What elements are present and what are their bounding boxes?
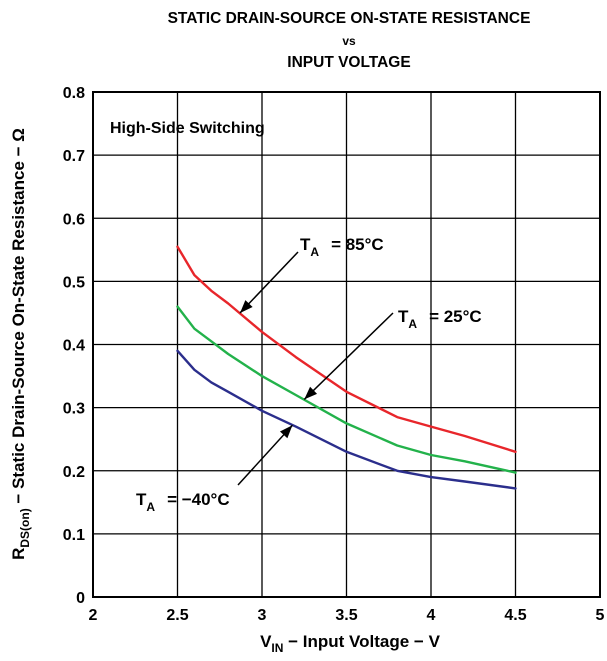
x-axis-title-symbol: V — [260, 632, 272, 651]
series-layer — [176, 245, 517, 490]
series-label-25c-value: = 25°C — [429, 307, 482, 326]
y-tick-label: 0.3 — [63, 401, 85, 418]
chart-title-line-2: vs — [342, 34, 356, 48]
y-tick-label: 0.6 — [63, 211, 85, 228]
y-axis-title-symbol: R — [9, 548, 28, 560]
x-tick-label: 2 — [89, 607, 98, 624]
y-axis-title-sub: DS(on) — [18, 508, 32, 547]
series-labels: TA = 85°C TA = 25°C TA = −40°C — [136, 235, 482, 514]
y-axis-title: RDS(on) − Static Drain-Source On-State R… — [9, 128, 32, 560]
series-label-25c-sub: A — [408, 317, 417, 331]
x-tick-label: 3.5 — [335, 607, 357, 624]
series-label-minus40c-value: = −40°C — [167, 490, 230, 509]
x-tick-label: 4.5 — [504, 607, 526, 624]
chart-title: STATIC DRAIN-SOURCE ON-STATE RESISTANCE … — [168, 10, 531, 71]
y-tick-label: 0.8 — [63, 85, 85, 102]
series-label-25c: TA = 25°C — [398, 307, 482, 331]
y-tick-label: 0.1 — [63, 527, 85, 544]
x-tick-label: 2.5 — [166, 607, 188, 624]
series-line-25c — [176, 305, 517, 474]
series-label-85c-prefix: T — [300, 235, 311, 254]
chart-title-line-3: INPUT VOLTAGE — [287, 54, 410, 71]
y-tick-label: 0.5 — [63, 274, 85, 291]
grid — [93, 92, 600, 597]
series-label-minus40c-prefix: T — [136, 490, 147, 509]
arrow-minus40c — [237, 424, 293, 486]
series-label-85c: TA = 85°C — [300, 235, 384, 259]
arrow-85c — [239, 251, 299, 314]
arrow-25c — [303, 312, 394, 400]
x-axis-title-text: − Input Voltage − V — [283, 632, 440, 651]
y-axis-title-text: − Static Drain-Source On-State Resistanc… — [9, 128, 28, 508]
series-label-minus40c-sub: A — [146, 500, 155, 514]
series-line-minus40c — [176, 349, 517, 490]
y-tick-label: 0 — [76, 590, 85, 607]
chart-title-line-1: STATIC DRAIN-SOURCE ON-STATE RESISTANCE — [168, 10, 531, 27]
series-label-85c-value: = 85°C — [331, 235, 384, 254]
x-axis-title-sub: IN — [271, 641, 283, 655]
x-tick-label: 3 — [258, 607, 267, 624]
annotation-high-side-switching: High-Side Switching — [110, 120, 265, 137]
y-tick-label: 0.7 — [63, 148, 85, 165]
x-tick-label: 4 — [427, 607, 436, 624]
tick-labels: 2 2.5 3 3.5 4 4.5 5 0 0.1 0.2 0.3 0.4 0.5 0.6 0.7 0.8 — [63, 85, 605, 624]
x-tick-label: 5 — [596, 607, 605, 624]
series-line-85c — [176, 245, 517, 453]
x-axis-title: VIN − Input Voltage − V — [260, 632, 440, 655]
series-label-minus40c: TA = −40°C — [136, 490, 230, 514]
plot-area-frame — [92, 91, 601, 598]
annotation-arrows — [237, 251, 394, 486]
series-label-25c-prefix: T — [398, 307, 409, 326]
y-tick-label: 0.2 — [63, 464, 85, 481]
y-tick-label: 0.4 — [63, 338, 85, 355]
series-label-85c-sub: A — [310, 245, 319, 259]
